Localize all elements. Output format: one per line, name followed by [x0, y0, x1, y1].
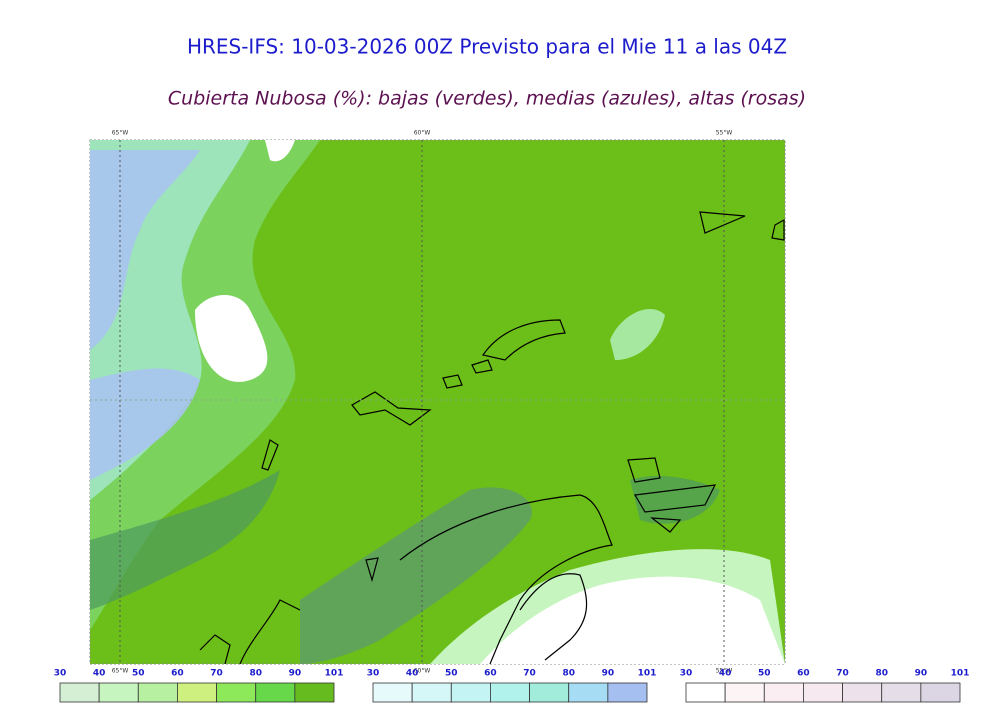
- longitude-labels: 65°W 60°W 55°W 65°W 60°W 55°W: [112, 130, 733, 675]
- longitude-label: 60°W: [414, 668, 431, 675]
- colorbar-tick-label: 60: [797, 669, 810, 679]
- map-area: [89, 139, 786, 665]
- colorbar-tick-label: 30: [54, 669, 67, 679]
- colorbar-swatch: [842, 682, 883, 703]
- colorbar-tick-label: 70: [836, 669, 849, 679]
- colorbar-tick-label: 50: [445, 669, 458, 679]
- colorbar-swatch: [803, 682, 843, 703]
- longitude-label: 65°W: [112, 130, 129, 137]
- colorbar-tick-label: 30: [367, 669, 380, 679]
- longitude-label: 55°W: [716, 668, 733, 675]
- colorbar-tick-label: 40: [719, 669, 732, 679]
- longitude-label: 65°W: [112, 668, 129, 675]
- colorbar-swatch: [59, 682, 100, 703]
- colorbar-tick-label: 101: [951, 669, 970, 679]
- colorbar-tick-label: 50: [132, 669, 145, 679]
- colorbar-tick-label: 90: [602, 669, 615, 679]
- title: HRES-IFS: 10-03-2026 00Z Previsto para e…: [187, 35, 787, 59]
- colorbar-swatch: [450, 682, 491, 703]
- colorbar-tick-label: 90: [915, 669, 928, 679]
- colorbar-tick-label: 40: [93, 669, 106, 679]
- colorbar-tick-label: 80: [875, 669, 888, 679]
- colorbar-swatch: [255, 682, 296, 703]
- colorbar-swatch: [529, 682, 570, 703]
- subtitle: Cubierta Nubosa (%): bajas (verdes), med…: [168, 88, 806, 110]
- colorbar-tick-label: 60: [171, 669, 184, 679]
- colorbar-swatch: [920, 682, 961, 703]
- colorbar-swatch: [98, 682, 139, 703]
- colorbar-swatch: [685, 682, 726, 703]
- colorbar-swatch: [372, 682, 413, 703]
- colorbar-tick-label: 60: [484, 669, 497, 679]
- colorbar-swatch: [216, 682, 257, 703]
- colorbar-swatch: [294, 682, 335, 703]
- colorbar-swatch: [490, 682, 530, 703]
- colorbar-swatch: [763, 682, 804, 703]
- longitude-label: 60°W: [414, 130, 431, 137]
- colorbar-swatch: [137, 682, 178, 703]
- colorbar-swatch: [177, 682, 217, 703]
- colorbar-tick-label: 70: [210, 669, 223, 679]
- colorbar-swatch: [881, 682, 922, 703]
- colorbar-swatch: [724, 682, 765, 703]
- colorbars: 30 40 50 60 70 80 90 101 30 40 50 60 70 80 90 101 30 40 50…: [54, 669, 970, 703]
- colorbar-tick-label: 90: [289, 669, 302, 679]
- colorbar-tick-label: 101: [325, 669, 344, 679]
- colorbar-tick-label: 80: [562, 669, 575, 679]
- colorbar-swatch: [568, 682, 609, 703]
- longitude-label: 55°W: [716, 130, 733, 137]
- colorbar-tick-label: 50: [758, 669, 771, 679]
- colorbar-tick-label: 70: [523, 669, 536, 679]
- colorbar-tick-label: 101: [638, 669, 657, 679]
- colorbar-tick-label: 80: [249, 669, 262, 679]
- colorbar-swatch: [607, 682, 648, 703]
- colorbar-tick-label: 40: [406, 669, 419, 679]
- colorbar-tick-label: 30: [680, 669, 693, 679]
- colorbar-swatch: [411, 682, 452, 703]
